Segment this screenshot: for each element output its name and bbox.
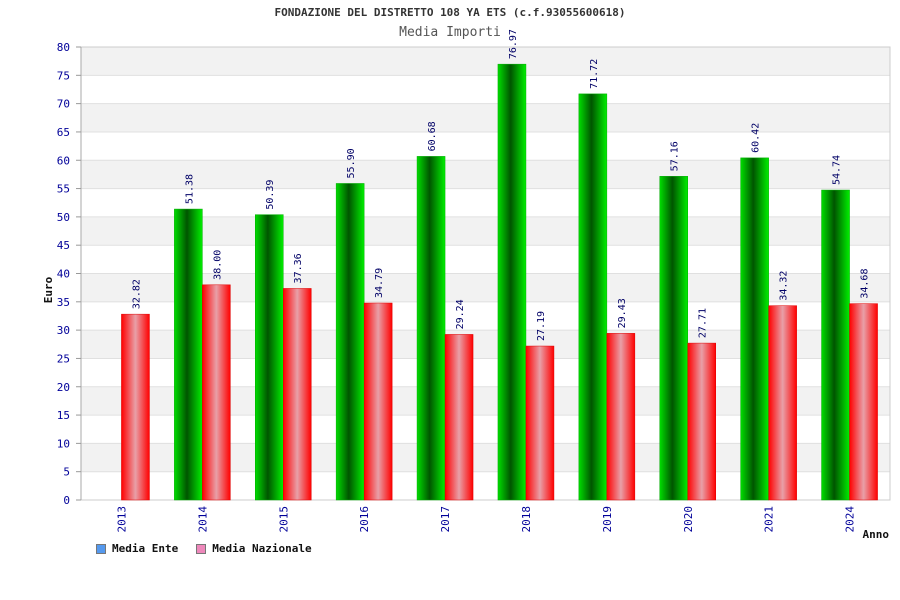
x-axis-label: Anno <box>863 528 890 541</box>
bar-value-label: 71.72 <box>589 59 600 89</box>
bar-media-ente <box>497 63 527 501</box>
bar-value-label: 32.82 <box>131 279 142 309</box>
bar-media-nazionale <box>121 313 150 501</box>
y-tick-label: 20 <box>57 381 70 394</box>
y-tick-label: 65 <box>57 126 70 139</box>
y-tick-label: 55 <box>57 183 70 196</box>
x-tick-label: 2013 <box>115 506 128 533</box>
bar-value-label: 27.71 <box>698 308 709 338</box>
x-tick-label: 2020 <box>682 506 695 533</box>
y-tick-label: 80 <box>57 41 70 54</box>
bar-media-ente <box>821 189 850 501</box>
legend-swatch-ente <box>96 543 106 554</box>
y-tick-label: 25 <box>57 352 70 365</box>
y-tick-label: 45 <box>57 239 70 252</box>
bar-media-ente <box>740 157 769 501</box>
legend-label-nazionale: Media Nazionale <box>212 542 312 555</box>
bar-media-ente <box>174 208 203 501</box>
y-tick-label: 70 <box>57 98 70 111</box>
y-tick-label: 30 <box>57 324 70 337</box>
bar-media-ente <box>255 214 284 501</box>
bar-value-label: 57.16 <box>670 141 681 171</box>
bar-media-nazionale <box>283 288 312 501</box>
bar-media-ente <box>335 183 365 501</box>
bar-value-label: 37.36 <box>293 253 304 283</box>
bar-value-label: 55.90 <box>346 148 357 178</box>
bar-value-label: 27.19 <box>536 311 547 341</box>
bar-value-label: 50.39 <box>265 180 276 210</box>
bar-value-label: 38.00 <box>212 250 223 280</box>
y-tick-label: 35 <box>57 296 70 309</box>
y-tick-label: 40 <box>57 268 70 281</box>
bar-media-nazionale <box>687 342 716 501</box>
bar-value-label: 60.42 <box>751 123 762 153</box>
legend-item-nazionale: Media Nazionale <box>196 542 312 555</box>
grid-band <box>81 47 890 76</box>
bar-media-ente <box>578 93 608 501</box>
y-tick-label: 15 <box>57 409 70 422</box>
legend-label-ente: Media Ente <box>112 542 179 555</box>
legend-swatch-nazionale <box>196 543 207 554</box>
x-tick-label: 2018 <box>520 506 533 533</box>
bar-media-nazionale <box>202 284 231 501</box>
bar-media-nazionale <box>444 334 474 501</box>
x-tick-label: 2014 <box>196 506 209 533</box>
bar-value-label: 76.97 <box>508 29 519 59</box>
bar-value-label: 51.38 <box>184 174 195 204</box>
x-tick-label: 2021 <box>763 506 776 533</box>
y-tick-label: 5 <box>63 466 70 479</box>
y-tick-label: 50 <box>57 211 70 224</box>
legend: Media Ente Media Nazionale <box>96 542 312 555</box>
bar-media-nazionale <box>363 302 393 501</box>
y-tick-label: 10 <box>57 437 70 450</box>
bar-value-label: 34.79 <box>374 268 385 298</box>
bar-media-ente <box>416 156 446 501</box>
y-tick-label: 0 <box>63 494 70 507</box>
x-tick-label: 2017 <box>439 506 452 533</box>
bar-value-label: 60.68 <box>427 121 438 151</box>
y-axis-label: Euro <box>42 276 55 303</box>
y-tick-label: 75 <box>57 69 70 82</box>
bar-value-label: 54.74 <box>832 155 843 185</box>
bar-media-nazionale <box>525 345 555 501</box>
grid-band <box>81 103 890 132</box>
x-tick-label: 2016 <box>358 506 371 533</box>
bar-media-nazionale <box>606 333 636 501</box>
chart-subtitle: Media Importi <box>399 25 501 40</box>
bar-value-label: 34.32 <box>779 271 790 301</box>
legend-item-ente: Media Ente <box>96 542 178 555</box>
bar-media-nazionale <box>849 303 878 501</box>
x-tick-label: 2019 <box>601 506 614 533</box>
y-tick-label: 60 <box>57 154 70 167</box>
bar-value-label: 29.43 <box>617 298 628 328</box>
x-tick-label: 2015 <box>277 506 290 533</box>
bar-value-label: 29.24 <box>455 299 466 329</box>
chart-title: FONDAZIONE DEL DISTRETTO 108 YA ETS (c.f… <box>274 6 626 19</box>
bar-media-nazionale <box>768 305 797 501</box>
bar-value-label: 34.68 <box>860 269 871 299</box>
x-tick-label: 2024 <box>844 506 857 533</box>
bar-media-ente <box>659 176 688 501</box>
